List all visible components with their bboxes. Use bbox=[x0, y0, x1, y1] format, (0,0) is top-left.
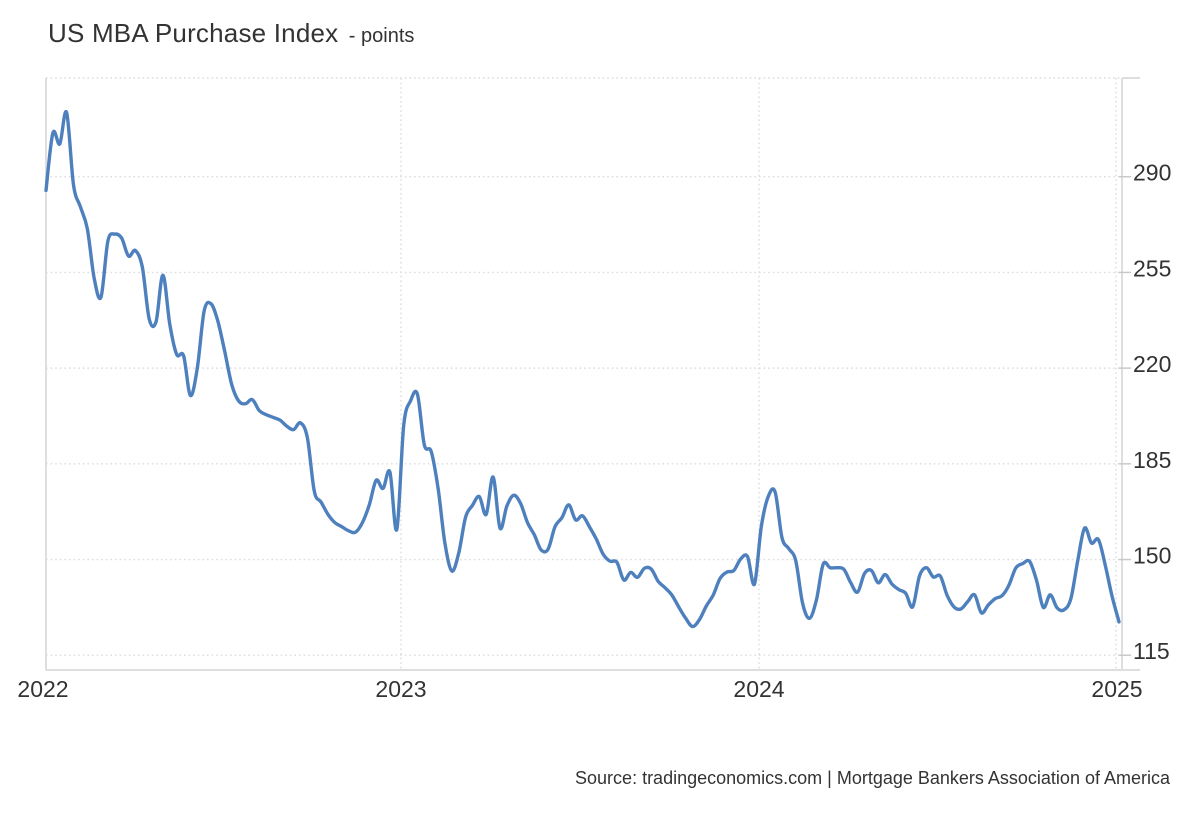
gridlines-y bbox=[46, 77, 1122, 656]
axis-ticks bbox=[1119, 175, 1131, 656]
y-axis-label: 115 bbox=[1133, 638, 1170, 664]
gridlines-x bbox=[400, 78, 1117, 670]
x-axis-labels: 2022 2023 2024 2025 bbox=[17, 676, 1142, 702]
y-axis-label: 150 bbox=[1133, 543, 1171, 569]
axis-borders bbox=[45, 77, 1140, 671]
x-axis-label: 2025 bbox=[1091, 676, 1142, 702]
x-axis-label: 2022 bbox=[17, 676, 68, 702]
chart-header: US MBA Purchase Index - points bbox=[48, 18, 414, 49]
y-axis-label: 290 bbox=[1133, 160, 1171, 186]
y-axis-label: 185 bbox=[1133, 447, 1171, 473]
series-line bbox=[44, 110, 1121, 629]
y-axis-label: 255 bbox=[1133, 255, 1171, 281]
chart-title: US MBA Purchase Index bbox=[48, 18, 339, 48]
chart-unit-label: - points bbox=[348, 25, 415, 47]
x-axis-label: 2023 bbox=[375, 676, 426, 702]
source-attribution: Source: tradingeconomics.com | Mortgage … bbox=[575, 768, 1170, 788]
y-axis-label: 220 bbox=[1133, 351, 1171, 377]
y-axis-labels: 290 255 220 185 150 115 bbox=[1133, 160, 1171, 665]
x-axis-label: 2024 bbox=[733, 676, 784, 702]
